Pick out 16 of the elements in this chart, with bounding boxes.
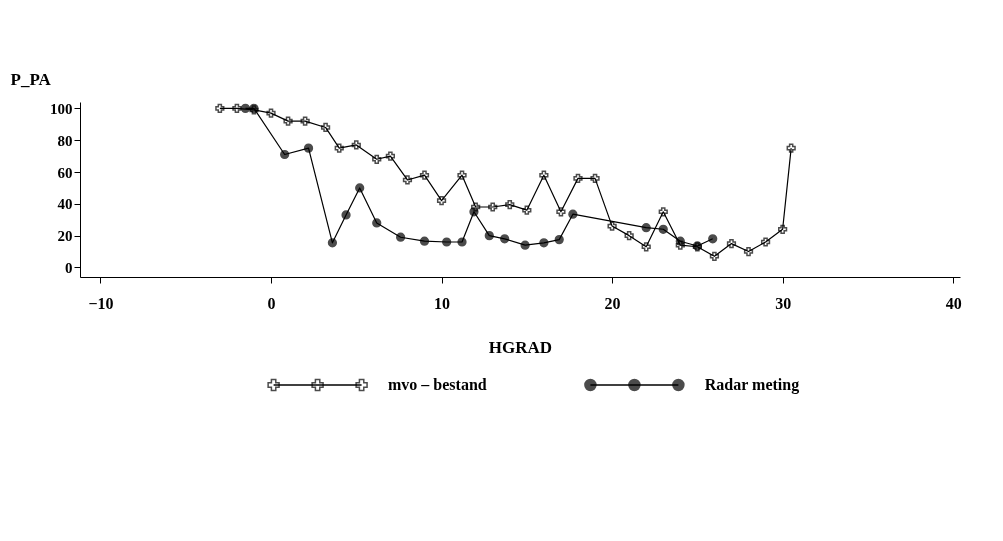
x-tick-label: 0 bbox=[267, 294, 276, 312]
x-tick-label: −10 bbox=[88, 294, 114, 312]
y-tick-label: 0 bbox=[65, 259, 73, 276]
x-tick-label: 40 bbox=[945, 294, 962, 312]
y-tick-label: 40 bbox=[57, 196, 73, 213]
y-axis-title: P_PA bbox=[10, 69, 52, 89]
x-tick-label: 10 bbox=[434, 294, 451, 312]
y-tick-label: 100 bbox=[50, 100, 73, 117]
legend-label: mvo – bestand bbox=[388, 376, 487, 393]
y-tick-label: 20 bbox=[57, 228, 73, 245]
x-tick-label: 20 bbox=[604, 294, 621, 312]
y-tick-label: 60 bbox=[57, 164, 73, 181]
x-axis-title: HGRAD bbox=[488, 337, 553, 357]
legend-label: Radar meting bbox=[704, 376, 800, 394]
y-tick-label: 80 bbox=[57, 132, 73, 149]
x-tick-label: 30 bbox=[775, 294, 792, 312]
